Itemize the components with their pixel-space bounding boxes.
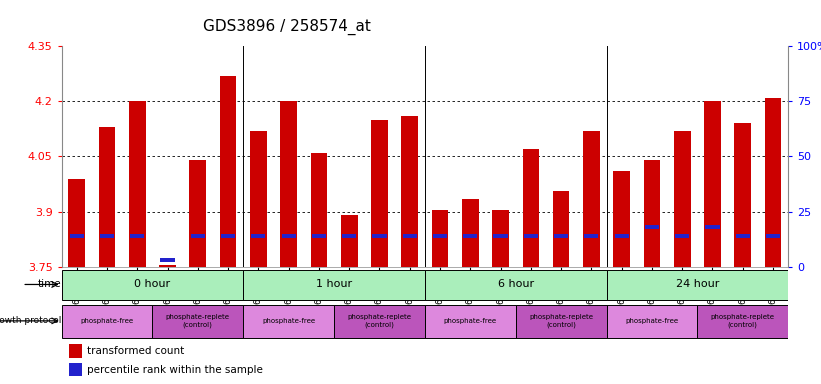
- Bar: [674, 131, 690, 267]
- Text: phosphate-free: phosphate-free: [262, 318, 315, 324]
- Bar: [312, 234, 326, 238]
- Bar: [433, 234, 447, 238]
- Bar: [432, 210, 448, 267]
- Bar: [220, 76, 236, 267]
- Text: growth protocol: growth protocol: [0, 316, 62, 325]
- Bar: [251, 234, 265, 238]
- Bar: [310, 153, 328, 267]
- Bar: [585, 234, 599, 238]
- Text: phosphate-replete
(control): phosphate-replete (control): [529, 314, 593, 328]
- Bar: [221, 234, 235, 238]
- Bar: [153, 305, 243, 338]
- Bar: [62, 270, 243, 300]
- Bar: [99, 127, 115, 267]
- Text: phosphate-free: phosphate-free: [80, 318, 134, 324]
- Text: 0 hour: 0 hour: [135, 280, 171, 290]
- Bar: [607, 305, 697, 338]
- Bar: [243, 305, 334, 338]
- Bar: [341, 215, 357, 267]
- Bar: [735, 123, 751, 267]
- Bar: [401, 116, 418, 267]
- Bar: [607, 270, 788, 300]
- Bar: [69, 363, 82, 376]
- Bar: [644, 160, 660, 267]
- Bar: [190, 160, 206, 267]
- Bar: [705, 225, 719, 229]
- Text: GDS3896 / 258574_at: GDS3896 / 258574_at: [204, 18, 371, 35]
- Bar: [190, 234, 205, 238]
- Text: phosphate-replete
(control): phosphate-replete (control): [166, 314, 230, 328]
- Bar: [160, 258, 175, 262]
- Text: transformed count: transformed count: [87, 346, 184, 356]
- Bar: [425, 270, 607, 300]
- Bar: [131, 234, 144, 238]
- Text: phosphate-free: phosphate-free: [626, 318, 678, 324]
- Bar: [463, 234, 477, 238]
- Bar: [583, 131, 599, 267]
- Bar: [697, 305, 788, 338]
- Bar: [493, 234, 507, 238]
- Bar: [250, 131, 267, 267]
- Bar: [644, 225, 659, 229]
- Bar: [282, 234, 296, 238]
- Bar: [524, 234, 538, 238]
- Bar: [613, 171, 630, 267]
- Bar: [280, 101, 297, 267]
- Text: phosphate-free: phosphate-free: [443, 318, 497, 324]
- Bar: [68, 179, 85, 267]
- Text: phosphate-replete
(control): phosphate-replete (control): [711, 314, 775, 328]
- Bar: [402, 234, 417, 238]
- Bar: [704, 101, 721, 267]
- Bar: [493, 210, 509, 267]
- Bar: [516, 305, 607, 338]
- Bar: [159, 265, 176, 267]
- Text: phosphate-replete
(control): phosphate-replete (control): [347, 314, 411, 328]
- Bar: [342, 234, 356, 238]
- Text: time: time: [38, 280, 62, 290]
- Bar: [243, 270, 425, 300]
- Bar: [764, 98, 782, 267]
- Bar: [462, 199, 479, 267]
- Bar: [373, 234, 387, 238]
- Bar: [334, 305, 425, 338]
- Bar: [100, 234, 114, 238]
- Bar: [70, 234, 84, 238]
- Bar: [736, 234, 750, 238]
- Bar: [615, 234, 629, 238]
- Bar: [62, 305, 153, 338]
- Bar: [371, 120, 388, 267]
- Bar: [69, 344, 82, 358]
- Bar: [554, 234, 568, 238]
- Text: percentile rank within the sample: percentile rank within the sample: [87, 365, 263, 375]
- Text: 6 hour: 6 hour: [498, 280, 534, 290]
- Bar: [425, 305, 516, 338]
- Text: 1 hour: 1 hour: [316, 280, 352, 290]
- Text: 24 hour: 24 hour: [676, 280, 719, 290]
- Bar: [522, 149, 539, 267]
- Bar: [553, 192, 570, 267]
- Bar: [766, 234, 780, 238]
- Bar: [675, 234, 690, 238]
- Bar: [129, 101, 145, 267]
